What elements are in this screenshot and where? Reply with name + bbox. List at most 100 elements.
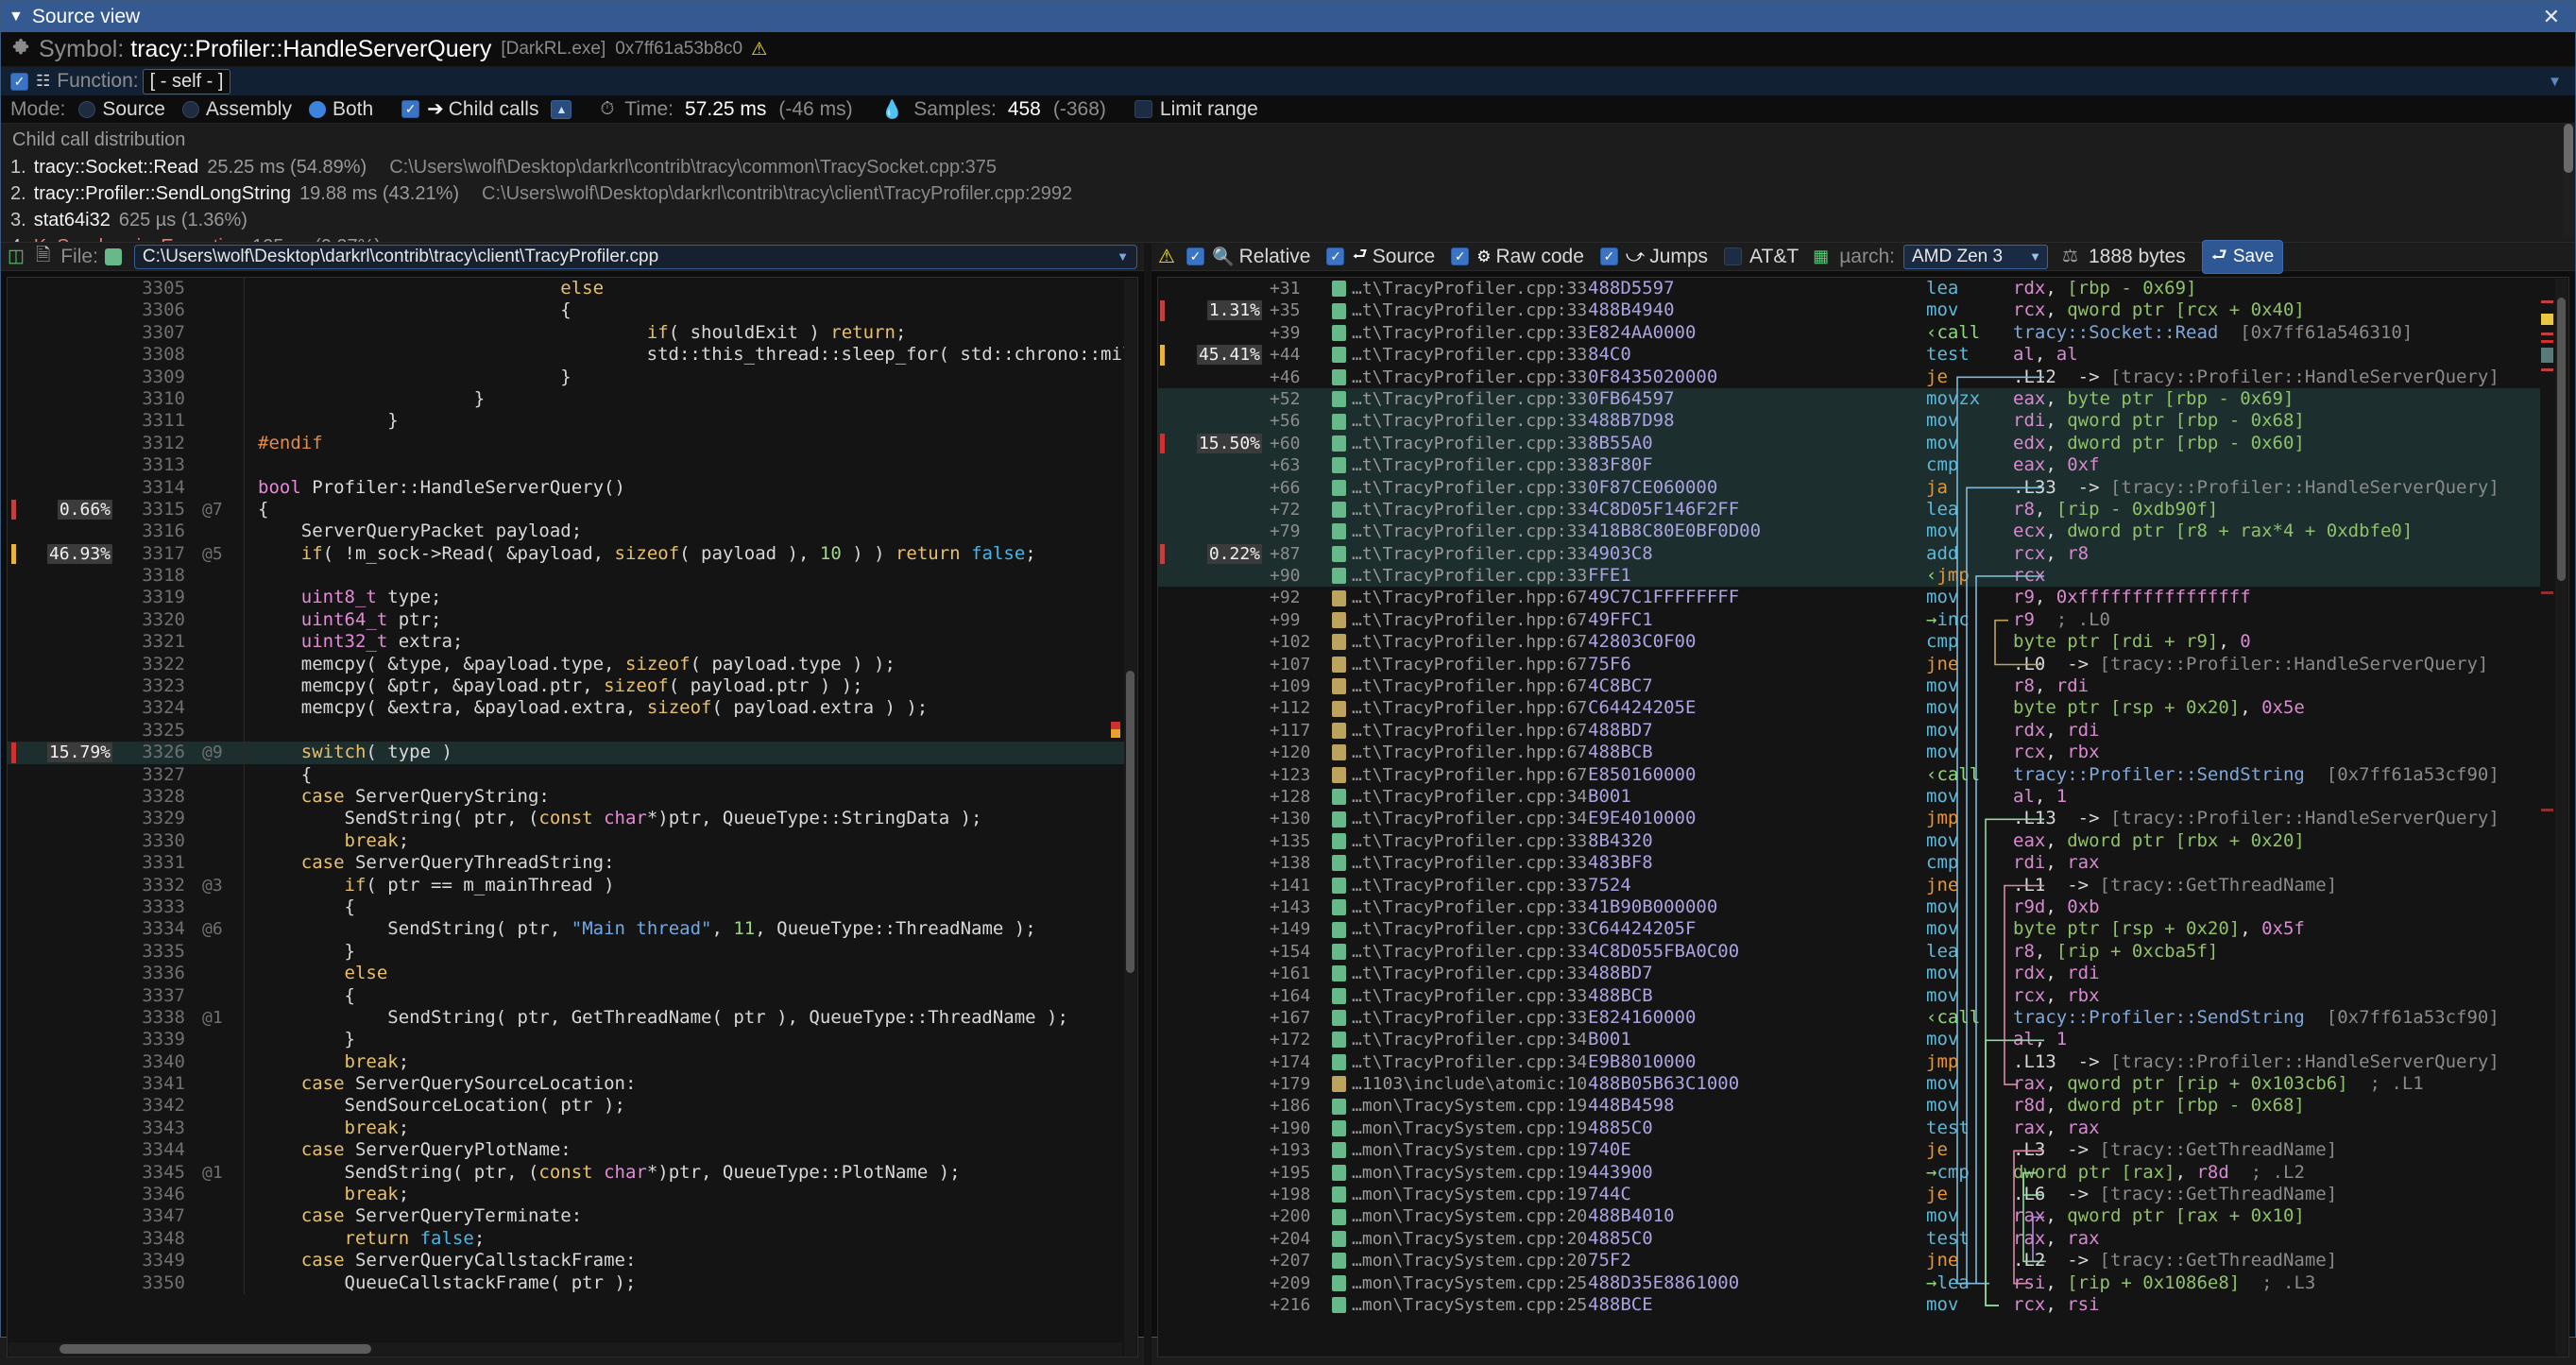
asm-instruction-count[interactable]: @1 (202, 1162, 223, 1183)
child-call-row[interactable]: 3. stat64i32 625 µs (1.36%) (10, 207, 2566, 233)
source-line[interactable]: 3308 std::this_thread::sleep_for( std::c… (8, 344, 1124, 367)
assembly-line[interactable]: +128 …t\TracyProfiler.cpp:3401 B001 mov al, … (1158, 786, 2540, 808)
source-line[interactable]: 3305 else (8, 278, 1124, 300)
assembly-line[interactable]: +79 …t\TracyProfiler.cpp:3326 418B8C80E0BF… (1158, 520, 2540, 543)
child-call-row[interactable]: 4. KeSynchronizeExecution 125 µs (0.27%) (10, 233, 2566, 242)
asm-instruction-count[interactable]: @9 (202, 742, 223, 763)
limit-range-toggle[interactable]: ✓ Limit range (1134, 98, 1258, 121)
source-line[interactable]: 3329 SendString( ptr, (const char*)ptr, … (8, 808, 1124, 830)
assembly-source-location[interactable]: …t\TracyProfiler.cpp:3326 (1352, 499, 1588, 520)
source-checkbox[interactable]: ✓ (1326, 247, 1345, 265)
assembly-source-location[interactable]: …mon\TracySystem.cpp:197 (1352, 1096, 1588, 1117)
triangle-down-icon[interactable]: ▼ (9, 8, 24, 25)
source-line[interactable]: 3316 ServerQueryPacket payload; (8, 520, 1124, 543)
source-line[interactable]: 46.93% 3317 @5 if( !m_sock->Read( &payload… (8, 542, 1124, 566)
assembly-line[interactable]: +209 …mon\TracySystem.cpp:258 488D35E88610… (1158, 1272, 2540, 1294)
assembly-line[interactable]: 1.31% +35 …t\TracyProfiler.cpp:3317 488B494… (1158, 299, 2540, 321)
assembly-line[interactable]: +109 …t\TracyProfiler.hpp:676 4C8BC7 mov r8,… (1158, 675, 2540, 697)
assembly-source-location[interactable]: …t\TracyProfiler.hpp:676 (1352, 609, 1588, 630)
source-line[interactable]: 3318 (8, 565, 1124, 588)
assembly-line[interactable]: +186 …mon\TracySystem.cpp:197 448B4598 mov r… (1158, 1095, 2540, 1117)
assembly-line[interactable]: +102 …t\TracyProfiler.hpp:676 42803C0F00 cm… (1158, 631, 2540, 653)
source-line[interactable]: 3340 break; (8, 1050, 1124, 1074)
assembly-source-location[interactable]: …t\TracyProfiler.cpp:3326 (1352, 477, 1588, 498)
mode-radio-both[interactable]: Both (308, 98, 373, 121)
assembly-line[interactable]: +207 …mon\TracySystem.cpp:203 75F2 jne .L2 -… (1158, 1250, 2540, 1271)
asm-instruction-count[interactable]: @1 (202, 1007, 223, 1028)
assembly-source-location[interactable]: …t\TracyProfiler.hpp:676 (1352, 742, 1588, 763)
assembly-line[interactable]: 0.22% +87 …t\TracyProfiler.cpp:3326 4903C8 a… (1158, 542, 2540, 566)
source-line[interactable]: 3311 } (8, 410, 1124, 433)
source-line[interactable]: 3336 else (8, 963, 1124, 985)
assembly-source-location[interactable]: …t\TracyProfiler.cpp:3326 (1352, 388, 1588, 409)
jumps-toggle[interactable]: ✓ ⤻ Jumps (1599, 246, 1708, 268)
assembly-vertical-scrollbar[interactable] (2555, 279, 2567, 1356)
assembly-source-location[interactable]: …t\TracyProfiler.cpp:3332 (1352, 875, 1588, 896)
source-line[interactable]: 0.66% 3315 @7 { (8, 498, 1124, 521)
assembly-line[interactable]: +99 …t\TracyProfiler.hpp:676 49FFC1 →inc r9 … (1158, 609, 2540, 631)
assembly-line[interactable]: +92 …t\TracyProfiler.hpp:676 49C7C1FFFFFFF… (1158, 587, 2540, 608)
source-line[interactable]: 3328 case ServerQueryString: (8, 785, 1124, 809)
assembly-line[interactable]: +66 …t\TracyProfiler.cpp:3326 0F87CE060000… (1158, 476, 2540, 499)
assembly-line[interactable]: 15.50% +60 …t\TracyProfiler.cpp:3326 8B55A0… (1158, 432, 2540, 455)
assembly-line[interactable]: +130 …t\TracyProfiler.cpp:3401 E9E4010000 j… (1158, 808, 2540, 829)
function-checkbox[interactable]: ✓ (10, 72, 28, 91)
relative-checkbox[interactable]: ✓ (1186, 247, 1204, 265)
source-line[interactable]: 3327 { (8, 763, 1124, 786)
assembly-line[interactable]: +164 …t\TracyProfiler.cpp:3334 488BCB mov rc… (1158, 985, 2540, 1007)
source-line[interactable]: 3322 memcpy( &type, &payload.type, sizeo… (8, 653, 1124, 676)
asm-instruction-count[interactable]: @6 (202, 919, 223, 940)
source-line[interactable]: 3349 case ServerQueryCallstackFrame: (8, 1250, 1124, 1272)
assembly-line[interactable]: +161 …t\TracyProfiler.cpp:3334 488BD7 mov rd… (1158, 963, 2540, 984)
limit-range-checkbox[interactable]: ✓ (1134, 100, 1152, 118)
att-toggle[interactable]: ✓ AT&T (1724, 246, 1799, 268)
source-line[interactable]: 3346 break; (8, 1184, 1124, 1206)
source-line[interactable]: 3313 (8, 454, 1124, 477)
assembly-line[interactable]: +117 …t\TracyProfiler.hpp:676 488BD7 mov rdx… (1158, 720, 2540, 742)
assembly-source-location[interactable]: …1103\include\atomic:1048 (1352, 1074, 1588, 1095)
assembly-source-location[interactable]: …t\TracyProfiler.cpp:3317 (1352, 279, 1588, 299)
assembly-source-location[interactable]: …t\TracyProfiler.hpp:676 (1352, 764, 1588, 785)
assembly-source-location[interactable]: …t\TracyProfiler.cpp:3401 (1352, 809, 1588, 829)
function-expander-icon[interactable]: ▼ (2548, 73, 2562, 90)
assembly-source-location[interactable]: …t\TracyProfiler.hpp:676 (1352, 588, 1588, 608)
source-line[interactable]: 3338 @1 SendString( ptr, GetThreadName( p… (8, 1006, 1124, 1030)
assembly-source-location[interactable]: …t\TracyProfiler.cpp:3317 (1352, 367, 1588, 387)
assembly-source-location[interactable]: …t\TracyProfiler.cpp:3332 (1352, 830, 1588, 851)
asm-instruction-count[interactable]: @7 (202, 499, 223, 520)
assembly-line[interactable]: +198 …mon\TracySystem.cpp:199 744C je .L6 ->… (1158, 1184, 2540, 1205)
assembly-source-location[interactable]: …t\TracyProfiler.cpp:3401 (1352, 786, 1588, 807)
source-line[interactable]: 3350 QueueCallstackFrame( ptr ); (8, 1271, 1124, 1294)
source-line[interactable]: 3310 } (8, 387, 1124, 411)
assembly-line[interactable]: +90 …t\TracyProfiler.cpp:3326 FFE1 ‹jmp rcx (1158, 565, 2540, 588)
assembly-source-location[interactable]: …t\TracyProfiler.cpp:3317 (1352, 345, 1588, 366)
source-line[interactable]: 3348 return false; (8, 1227, 1124, 1251)
asm-instruction-count[interactable]: @3 (202, 875, 223, 896)
assembly-source-location[interactable]: …t\TracyProfiler.cpp:3326 (1352, 543, 1588, 564)
assembly-line[interactable]: +204 …mon\TracySystem.cpp:203 4885C0 test ra… (1158, 1228, 2540, 1250)
function-value-input[interactable]: [ - self - ] (142, 68, 231, 94)
assembly-line[interactable]: +172 …t\TracyProfiler.cpp:3401 B001 mov al, … (1158, 1029, 2540, 1050)
assembly-source-location[interactable]: …mon\TracySystem.cpp:199 (1352, 1185, 1588, 1205)
assembly-line[interactable]: +120 …t\TracyProfiler.hpp:676 488BCB mov rcx… (1158, 742, 2540, 763)
assembly-line[interactable]: +149 …t\TracyProfiler.cpp:3334 C64424205F m… (1158, 918, 2540, 940)
mode-radio-source[interactable]: Source (78, 98, 165, 121)
assembly-line[interactable]: +174 …t\TracyProfiler.cpp:3401 E9B8010000 j… (1158, 1051, 2540, 1073)
assembly-line[interactable]: +72 …t\TracyProfiler.cpp:3326 4C8D05F146F2… (1158, 498, 2540, 521)
child-calls-checkbox[interactable]: ✓ (401, 100, 420, 118)
source-line[interactable]: 3341 case ServerQuerySourceLocation: (8, 1073, 1124, 1096)
assembly-minimap[interactable] (2541, 280, 2553, 1355)
assembly-line[interactable]: +143 …t\TracyProfiler.cpp:3334 41B90B00000… (1158, 896, 2540, 918)
mode-radio-assembly[interactable]: Assembly (181, 98, 292, 121)
assembly-source-location[interactable]: …mon\TracySystem.cpp:258 (1352, 1272, 1588, 1293)
source-line[interactable]: 3312 #endif (8, 432, 1124, 455)
triangle-down-icon[interactable]: ▼ (1117, 249, 1129, 264)
source-line[interactable]: 3344 case ServerQueryPlotName: (8, 1139, 1124, 1162)
source-line[interactable]: 3342 SendSourceLocation( ptr ); (8, 1095, 1124, 1118)
assembly-source-location[interactable]: …t\TracyProfiler.cpp:3334 (1352, 919, 1588, 940)
assembly-source-location[interactable]: …mon\TracySystem.cpp:199 (1352, 1162, 1588, 1183)
source-line[interactable]: 3331 case ServerQueryThreadString: (8, 852, 1124, 875)
source-line[interactable]: 3309 } (8, 366, 1124, 388)
assembly-source-location[interactable]: …t\TracyProfiler.cpp:3332 (1352, 853, 1588, 874)
warning-triangle-icon[interactable]: ⚠ (751, 39, 768, 60)
